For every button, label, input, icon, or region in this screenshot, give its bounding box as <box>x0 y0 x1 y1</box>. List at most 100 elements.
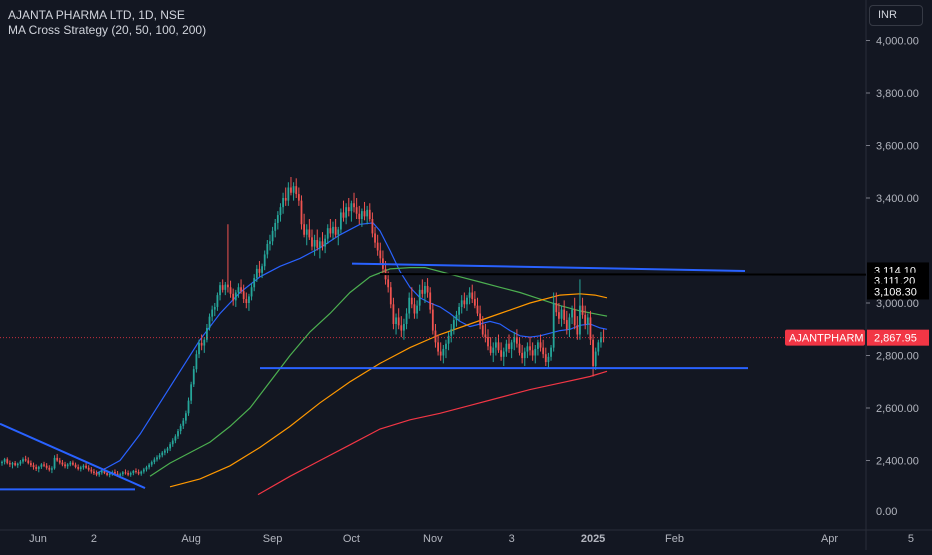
candle-body <box>376 242 379 251</box>
x-tick-label: Sep <box>263 533 283 545</box>
candle-body <box>552 303 555 348</box>
candle-body <box>74 464 77 468</box>
candle-body <box>529 346 531 351</box>
candle-body <box>563 309 566 321</box>
candle-body <box>106 473 108 475</box>
candle-body <box>300 200 303 225</box>
candle-body <box>266 243 269 255</box>
candle-body <box>211 309 214 317</box>
candle-body <box>313 240 316 247</box>
candle-body <box>16 463 19 466</box>
candle-body <box>539 342 542 348</box>
candle-body <box>240 287 242 292</box>
x-tick-label: Apr <box>821 533 838 545</box>
candle-body <box>458 306 460 315</box>
candle-body <box>187 400 190 414</box>
candle-body <box>466 297 468 305</box>
candle-body <box>263 254 266 267</box>
candle-body <box>560 309 563 319</box>
candle-body <box>242 291 245 300</box>
candle-body <box>581 305 584 315</box>
candle-body <box>513 337 516 343</box>
candle-body <box>108 473 111 475</box>
indicator-legend[interactable]: MA Cross Strategy (20, 50, 100, 200) <box>8 23 207 37</box>
candle-body <box>135 471 137 473</box>
candle-body <box>282 198 284 208</box>
candle-body <box>387 279 390 288</box>
candle-body <box>79 467 82 469</box>
candle-body <box>258 268 261 273</box>
candle-body <box>424 285 426 294</box>
candle-body <box>69 462 72 465</box>
candle-body <box>166 448 169 451</box>
candle-body <box>508 343 510 349</box>
candle-body <box>121 472 124 475</box>
candle-body <box>158 455 161 458</box>
candle-body <box>14 463 17 466</box>
y-tick-label: 3,600.00 <box>876 141 919 153</box>
candle-body <box>447 335 450 344</box>
candle-body <box>287 187 290 201</box>
candle-body <box>174 436 177 441</box>
candle-body <box>124 472 127 474</box>
symbol-badge-text: AJANTPHARM <box>789 333 864 345</box>
candle-body <box>510 342 513 349</box>
currency-button[interactable]: INR <box>869 5 923 26</box>
candle-body <box>72 462 74 465</box>
candle-body <box>460 300 463 307</box>
trendline <box>379 273 867 276</box>
candle-body <box>397 317 400 326</box>
candle-body <box>6 459 9 464</box>
candle-body <box>452 320 455 330</box>
candle-body <box>555 303 558 313</box>
candle-body <box>8 463 11 465</box>
candle-body <box>311 237 313 247</box>
candle-body <box>413 304 416 314</box>
candle-body <box>366 209 369 217</box>
candle-body <box>250 287 253 297</box>
candle-body <box>208 316 211 328</box>
candle-body <box>455 314 458 321</box>
candle-body <box>213 306 216 310</box>
candle-body <box>156 457 158 460</box>
candle-body <box>487 337 489 347</box>
candle-body <box>437 342 439 352</box>
y-tick-label: 4,000.00 <box>876 36 919 48</box>
candle-body <box>234 292 237 301</box>
candle-body <box>542 347 545 355</box>
symbol-badge[interactable] <box>785 329 865 346</box>
candle-body <box>22 459 24 462</box>
ma-line-ma-100 <box>169 293 608 488</box>
candle-body <box>426 285 429 293</box>
candle-body <box>568 317 571 330</box>
candle-body <box>347 207 350 212</box>
candle-body <box>408 297 411 314</box>
candle-body <box>192 369 195 385</box>
candle-body <box>521 352 524 359</box>
candle-body <box>589 317 592 340</box>
candle-body <box>148 464 151 468</box>
candle-body <box>576 325 579 335</box>
x-tick-label: 3 <box>509 533 515 545</box>
candle-body <box>248 296 250 303</box>
x-tick-label: Aug <box>181 533 201 545</box>
price-label-text: 3,108.30 <box>874 286 917 298</box>
candle-body <box>40 464 43 467</box>
candle-body <box>77 467 80 469</box>
symbol-title[interactable]: AJANTA PHARMA LTD, 1D, NSE <box>8 8 185 22</box>
candle-body <box>129 473 132 475</box>
candle-body <box>82 465 85 468</box>
y-tick-label: 3,800.00 <box>876 88 919 100</box>
candle-body <box>434 330 437 343</box>
candle-body <box>558 312 560 319</box>
y-tick-label: 2,600.00 <box>876 403 919 415</box>
candle-body <box>505 343 508 352</box>
candle-body <box>90 469 93 472</box>
candle-body <box>547 356 550 363</box>
candle-body <box>276 215 279 223</box>
candle-body <box>64 464 66 467</box>
candle-body <box>405 313 408 324</box>
candle-body <box>500 350 503 357</box>
